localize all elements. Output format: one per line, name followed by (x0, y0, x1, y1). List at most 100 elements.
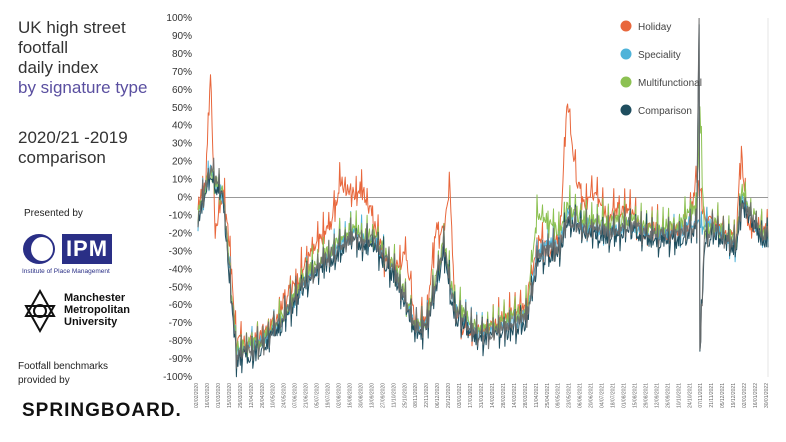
y-tick-label: -60% (169, 300, 192, 311)
x-tick-label: 12/04/2020 (249, 383, 255, 408)
x-tick-label: 06/06/2021 (578, 383, 584, 408)
x-tick-label: 02/08/2020 (337, 383, 343, 408)
y-tick-label: 10% (172, 175, 192, 186)
ipm-crescent-icon (23, 234, 55, 264)
y-tick-label: -30% (169, 246, 192, 257)
presented-by-label: Presented by (24, 208, 83, 219)
legend-marker-comparison (620, 104, 632, 116)
x-tick-label: 07/06/2020 (293, 383, 299, 408)
mmu-line-2: Metropolitan (64, 304, 130, 316)
x-tick-label: 14/03/2021 (512, 383, 518, 408)
x-tick-label: 28/03/2021 (523, 383, 529, 408)
x-tick-label: 21/06/2020 (304, 383, 310, 408)
y-tick-label: -10% (169, 210, 192, 221)
y-tick-label: 90% (172, 31, 192, 42)
x-tick-label: 24/10/2021 (687, 383, 693, 408)
series-group (197, 17, 769, 378)
footfall-chart: 100% 90% 80% 70% 60% 50% 40% 30% 20% 10% 0% -10% -20… (163, 13, 770, 408)
x-tick-label: 02/02/2020 (194, 383, 200, 408)
legend-label-speciality: Speciality (638, 50, 681, 61)
x-tick-label: 04/07/2021 (600, 383, 606, 408)
x-tick-label: 29/03/2020 (238, 383, 244, 408)
x-tick-label: 18/07/2021 (611, 383, 617, 408)
legend: Holiday Speciality Multifunctional Comparis… (620, 20, 702, 117)
subtitle-line-1: 2020/21 -2019 (18, 128, 128, 147)
x-tick-label: 01/03/2020 (216, 383, 222, 408)
x-tick-label: 19/12/2021 (731, 383, 737, 408)
x-tick-label: 03/01/2021 (457, 383, 463, 408)
series-line-overlay (197, 17, 769, 369)
title-line-4: by signature type (18, 78, 148, 97)
left-panel: UK high street footfall daily index by s… (0, 0, 182, 442)
x-tick-label: 24/05/2020 (282, 383, 288, 408)
x-tick-label: 16/01/2022 (753, 383, 759, 408)
x-tick-label: 05/07/2020 (315, 383, 321, 408)
y-tick-label: 70% (172, 67, 192, 78)
x-tick-label: 26/04/2020 (260, 383, 266, 408)
x-tick-label: 14/02/2021 (490, 383, 496, 408)
x-tick-label: 01/08/2021 (622, 383, 628, 408)
mmu-line-1: Manchester (64, 292, 126, 304)
springboard-logo: SPRINGBOARD. (22, 400, 182, 421)
x-tick-label: 10/05/2020 (271, 383, 277, 408)
series-line-comparison (197, 24, 769, 378)
chart-subtitle: 2020/21 -2019 comparison (18, 128, 128, 168)
x-tick-label: 10/10/2021 (676, 383, 682, 408)
subtitle-line-2: comparison (18, 148, 106, 167)
x-tick-label: 12/09/2021 (654, 383, 660, 408)
x-tick-label: 25/04/2021 (545, 383, 551, 408)
x-tick-label: 30/08/2020 (358, 383, 364, 408)
x-tick-label: 11/04/2021 (534, 383, 540, 408)
y-tick-label: -90% (169, 354, 192, 365)
y-tick-label: -20% (169, 228, 192, 239)
x-tick-label: 08/11/2020 (413, 383, 419, 408)
bench-line-2: provided by (18, 375, 70, 386)
title-line-1: UK high street (18, 18, 126, 37)
legend-marker-speciality (620, 48, 632, 60)
legend-marker-holiday (620, 20, 632, 32)
x-tick-label: 02/01/2022 (742, 383, 748, 408)
x-tick-label: 11/10/2020 (391, 383, 397, 408)
x-tick-label: 15/08/2021 (632, 383, 638, 408)
y-tick-label: 60% (172, 85, 192, 96)
title-line-2: footfall (18, 38, 69, 57)
x-tick-label: 17/01/2021 (468, 383, 474, 408)
x-tick-label: 25/10/2020 (402, 383, 408, 408)
x-tick-label: 19/07/2020 (326, 383, 332, 408)
x-tick-label: 26/09/2021 (665, 383, 671, 408)
y-tick-label: 80% (172, 49, 192, 60)
x-tick-label: 27/09/2020 (380, 383, 386, 408)
legend-label-comparison: Comparison (638, 106, 692, 117)
x-tick-label: 22/11/2020 (424, 383, 430, 408)
benchmarks-label: Footfall benchmarks provided by (18, 360, 138, 388)
x-tick-label: 07/11/2021 (698, 383, 704, 408)
x-tick-label: 16/02/2020 (205, 383, 211, 408)
y-tick-label: 100% (166, 13, 192, 24)
y-tick-label: -70% (169, 318, 192, 329)
mmu-name: Manchester Metropolitan University (64, 292, 130, 328)
ipm-mark-text: IPM (62, 234, 112, 264)
legend-label-multifunctional: Multifunctional (638, 78, 702, 89)
x-tick-label: 20/12/2020 (446, 383, 452, 408)
x-tick-label: 06/12/2020 (435, 383, 441, 408)
x-tick-label: 20/06/2021 (589, 383, 595, 408)
x-axis: 02/02/2020 16/02/2020 01/03/2020 15/03/2020… (194, 383, 770, 408)
x-tick-label: 13/09/2020 (369, 383, 375, 408)
legend-marker-multifunctional (620, 76, 632, 88)
x-tick-label: 09/05/2021 (556, 383, 562, 408)
ipm-logo: IPM Institute of Place Management (22, 232, 114, 276)
x-tick-label: 15/03/2020 (227, 383, 233, 408)
bench-line-1: Footfall benchmarks (18, 361, 109, 372)
y-tick-label: 0% (178, 193, 193, 204)
y-axis: 100% 90% 80% 70% 60% 50% 40% 30% 20% 10% 0% -10% -20… (163, 13, 769, 383)
y-tick-label: -80% (169, 336, 192, 347)
x-tick-label: 30/01/2022 (764, 383, 770, 408)
legend-label-holiday: Holiday (638, 22, 671, 33)
title-line-3: daily index (18, 58, 99, 77)
x-tick-label: 23/05/2021 (567, 383, 573, 408)
x-tick-label: 29/08/2021 (643, 383, 649, 408)
x-tick-label: 21/11/2021 (709, 383, 715, 408)
x-tick-label: 31/01/2021 (479, 383, 485, 408)
x-tick-label: 28/02/2021 (501, 383, 507, 408)
mmu-logo: Manchester Metropolitan University (20, 288, 180, 336)
